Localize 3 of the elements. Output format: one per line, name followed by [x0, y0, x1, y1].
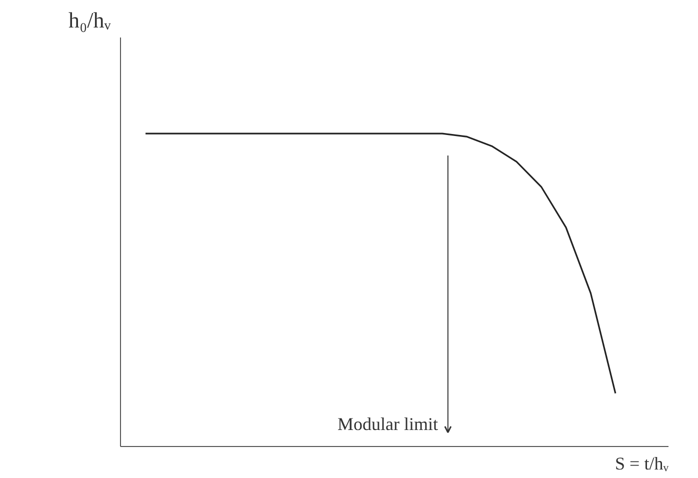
x-axis-title: S = t/hᵥ: [615, 454, 670, 474]
annotation: Modular limit: [338, 414, 438, 434]
y-axis-title: h₀/hᵥ: [68, 8, 112, 32]
